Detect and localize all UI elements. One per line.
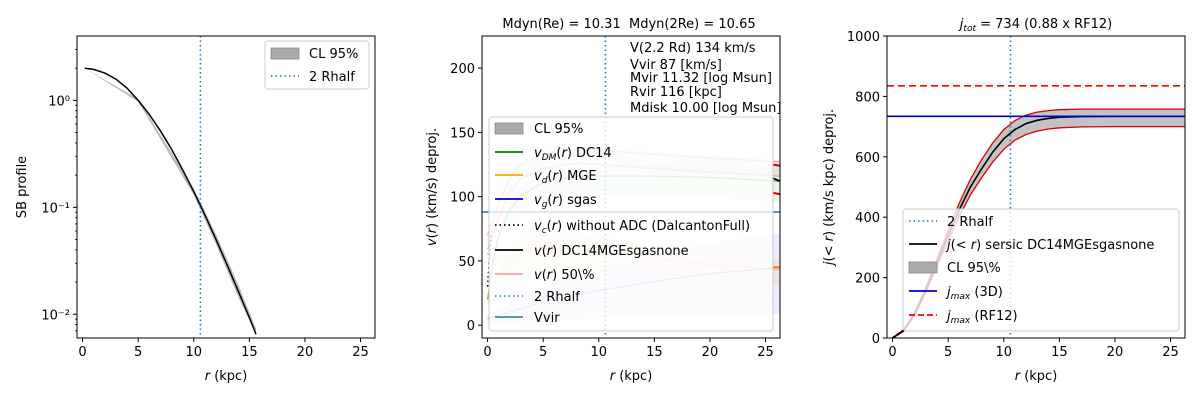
jr-xlabel: r (kpc) xyxy=(1015,369,1058,384)
jr-ylabel: j(< r) (km/s kpc) deproj. xyxy=(822,109,837,267)
jr-ticks: 0 5 10 15 20 25 0 200 400 600 800 1000 xyxy=(847,30,1179,360)
y-tick-label: 800 xyxy=(855,90,880,105)
velocity-axes-frame xyxy=(481,35,781,339)
legend-cl95-swatch xyxy=(270,47,300,60)
x-tick-label: 20 xyxy=(702,345,719,360)
legend-jmaxrf12: jmax (RF12) xyxy=(945,309,1018,326)
x-tick-label: 10 xyxy=(590,345,607,360)
legend-cl95-swatch xyxy=(494,122,524,135)
annotation-vvir: Vvir 87 [km/s] xyxy=(630,58,722,73)
annotation-mdisk: Mdisk 10.00 [log Msun] xyxy=(630,101,781,116)
y-tick-label: 150 xyxy=(450,126,475,141)
legend-jr: j(< r) sersic DC14MGEsgasnone xyxy=(945,238,1154,253)
x-tick-label: 25 xyxy=(352,345,369,360)
legend-cl95: CL 95% xyxy=(534,122,583,137)
y-tick-label: 10⁻¹ xyxy=(41,201,70,216)
velocity-legend: CL 95% vDM(r) DC14 vd(r) MGE vg(r) sgas … xyxy=(488,116,774,332)
x-tick-label: 20 xyxy=(1107,345,1124,360)
x-tick-label: 5 xyxy=(539,345,547,360)
x-tick-label: 20 xyxy=(297,345,314,360)
sb-axes-frame xyxy=(76,35,376,339)
sb-plot-area xyxy=(84,36,257,338)
x-tick-label: 0 xyxy=(78,345,86,360)
legend-cl95: CL 95% xyxy=(309,47,358,62)
y-tick-label: 50 xyxy=(458,255,475,270)
legend-2rhalf: 2 Rhalf xyxy=(309,70,355,85)
x-tick-label: 25 xyxy=(757,345,774,360)
sb-profile-line xyxy=(84,67,257,335)
annotation-v22rd: V(2.2 Rd) 134 km/s xyxy=(630,41,756,56)
jr-axes-frame xyxy=(886,35,1186,339)
legend-jmax3d: jmax (3D) xyxy=(945,285,1003,302)
annotation-mvir: Mvir 11.32 [log Msun] xyxy=(630,71,772,86)
x-tick-label: 25 xyxy=(1162,345,1179,360)
annotation-rvir: Rvir 116 [kpc] xyxy=(630,85,722,100)
x-tick-label: 10 xyxy=(185,345,202,360)
velocity-ticks: 0 5 10 15 20 25 0 50 100 150 200 xyxy=(450,62,774,360)
x-tick-label: 15 xyxy=(1051,345,1068,360)
velocity-panel: 0 5 10 15 20 25 0 50 100 150 200 Mdyn(Re) = 10.31 … xyxy=(425,17,781,384)
jr-legend: 2 Rhalf j(< r) sersic DC14MGEsgasnone CL… xyxy=(902,208,1180,332)
sb-ticks: 0 5 10 15 20 25 10⁻² 10⁻¹ 10⁰ xyxy=(41,48,369,360)
velocity-xlabel: r (kpc) xyxy=(610,369,653,384)
sb-legend: CL 95% 2 Rhalf xyxy=(264,40,370,90)
y-tick-label: 0 xyxy=(467,319,475,334)
y-tick-label: 200 xyxy=(855,272,880,287)
legend-cl95: CL 95\% xyxy=(947,261,1001,276)
y-tick-label: 0 xyxy=(872,332,880,347)
velocity-annotations: V(2.2 Rd) 134 km/s Vvir 87 [km/s] Mvir 1… xyxy=(630,41,781,116)
y-tick-label: 10⁻² xyxy=(41,308,70,323)
y-tick-label: 1000 xyxy=(847,30,880,45)
x-tick-label: 5 xyxy=(134,345,142,360)
y-tick-label: 10⁰ xyxy=(48,94,70,109)
y-tick-label: 400 xyxy=(855,211,880,226)
x-tick-label: 5 xyxy=(944,345,952,360)
sb-ylabel: SB profile xyxy=(15,156,30,218)
x-tick-label: 0 xyxy=(483,345,491,360)
x-tick-label: 15 xyxy=(646,345,663,360)
cl95-band xyxy=(84,68,256,335)
y-tick-label: 600 xyxy=(855,151,880,166)
legend-vvir: Vvir xyxy=(534,311,560,326)
y-tick-label: 200 xyxy=(450,62,475,77)
legend-v: v(r) DC14MGEsgasnone xyxy=(534,244,689,259)
velocity-ylabel: v(r) (km/s) deproj. xyxy=(425,128,440,246)
legend-2rhalf: 2 Rhalf xyxy=(947,215,993,230)
legend-v50: v(r) 50\% xyxy=(534,268,595,283)
sb-profile-panel: 0 5 10 15 20 25 10⁻² 10⁻¹ 10⁰ r (kpc) SB profile… xyxy=(15,35,376,384)
legend-vg: vg(r) sgas xyxy=(534,193,597,210)
legend-2rhalf: 2 Rhalf xyxy=(534,290,580,305)
x-tick-label: 10 xyxy=(995,345,1012,360)
velocity-title: Mdyn(Re) = 10.31 Mdyn(2Re) = 10.65 xyxy=(502,17,755,32)
y-tick-label: 100 xyxy=(450,191,475,206)
x-tick-label: 0 xyxy=(888,345,896,360)
legend-cl95-swatch xyxy=(908,261,938,274)
legend-vd: vd(r) MGE xyxy=(534,169,597,186)
jr-title: jtot = 734 (0.88 x RF12) xyxy=(958,17,1112,34)
sb-xlabel: r (kpc) xyxy=(205,369,248,384)
legend-vc: vc(r) without ADC (DalcantonFull) xyxy=(534,219,750,236)
angular-momentum-panel: 0 5 10 15 20 25 0 200 400 600 800 1000 jtot = 734 (… xyxy=(822,17,1186,384)
x-tick-label: 15 xyxy=(241,345,258,360)
